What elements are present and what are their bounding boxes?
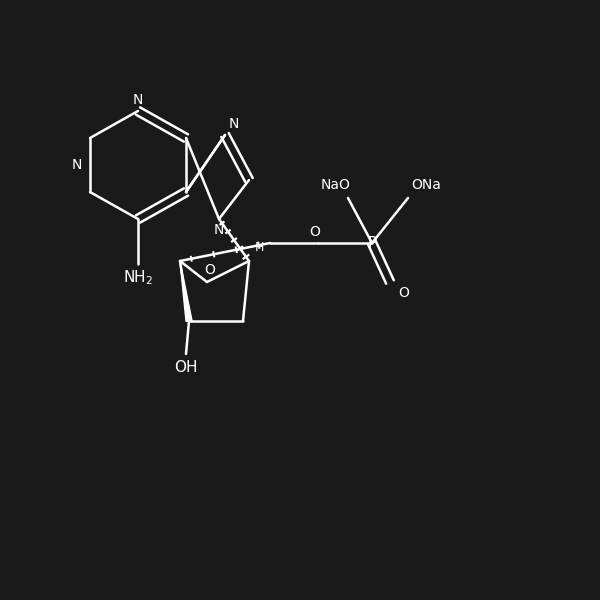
- Text: P: P: [367, 235, 377, 251]
- Text: N: N: [71, 158, 82, 172]
- Text: O: O: [310, 225, 320, 239]
- Text: ONa: ONa: [411, 178, 441, 192]
- Text: H: H: [255, 241, 265, 254]
- Polygon shape: [180, 261, 192, 322]
- Text: N: N: [229, 117, 239, 131]
- Text: O: O: [398, 286, 409, 300]
- Text: O: O: [205, 263, 215, 277]
- Text: NaO: NaO: [321, 178, 351, 192]
- Text: N: N: [214, 223, 224, 237]
- Text: NH$_2$: NH$_2$: [123, 268, 153, 287]
- Text: N: N: [133, 93, 143, 107]
- Text: OH: OH: [174, 360, 198, 374]
